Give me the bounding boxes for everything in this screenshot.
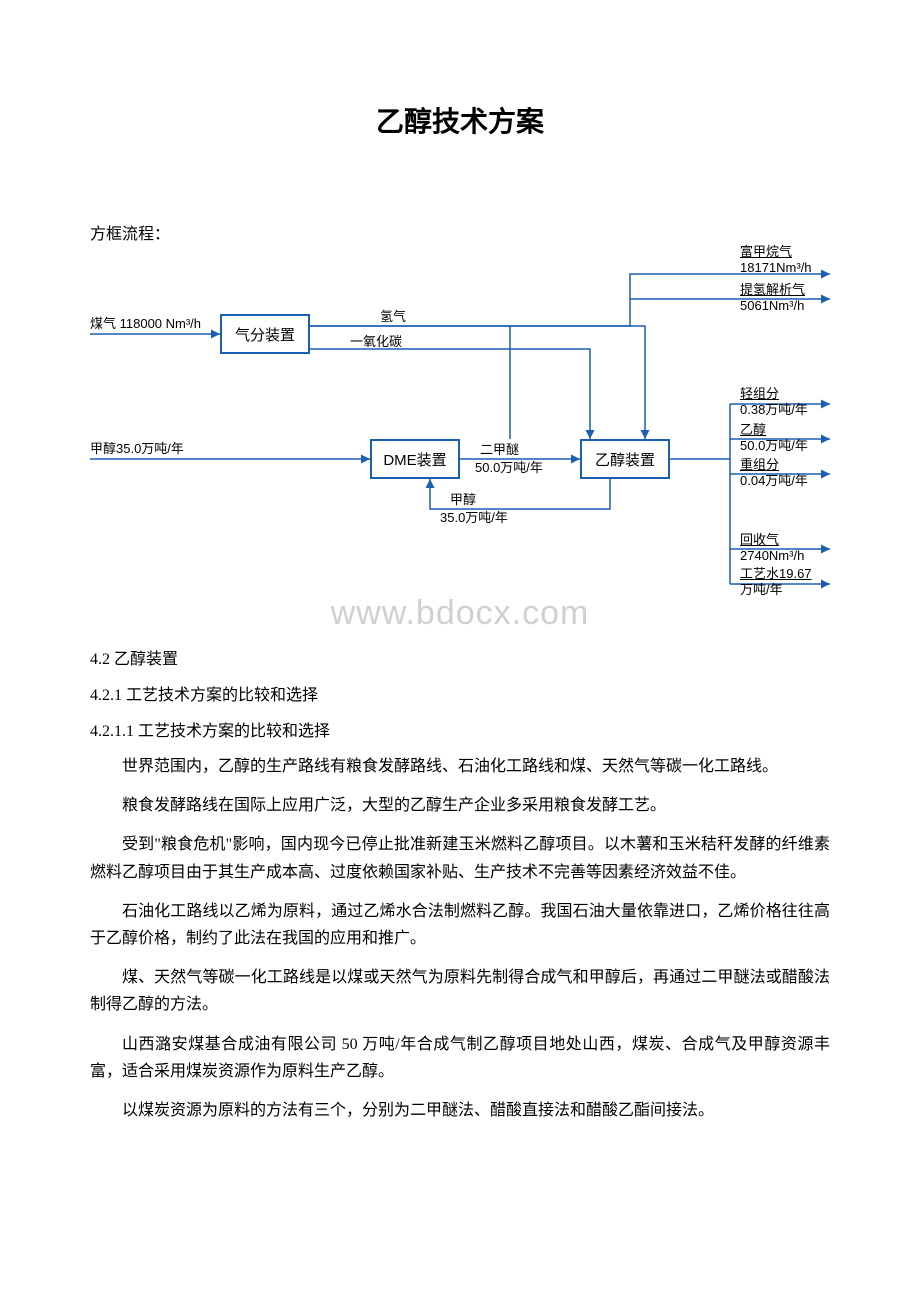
label-eth-1: 乙醇 (740, 422, 766, 438)
node-ethanol: 乙醇装置 (580, 439, 670, 479)
node-dme: DME装置 (370, 439, 460, 479)
heading-4-2: 4.2 乙醇装置 (90, 645, 830, 669)
label-rich-ch4-1: 富甲烷气 (740, 244, 792, 260)
flow-label: 方框流程： (90, 220, 830, 244)
label-dme-out: 二甲醚 (480, 442, 519, 458)
heading-4-2-1-1: 4.2.1.1 工艺技术方案的比较和选择 (90, 717, 830, 741)
label-meoh-rec: 甲醇 (450, 492, 476, 508)
paragraph: 石油化工路线以乙烯为原料，通过乙烯水合法制燃料乙醇。我国石油大量依靠进口，乙烯价… (90, 898, 830, 952)
label-heavy-1: 重组分 (740, 457, 779, 473)
label-recgas-2: 2740Nm³/h (740, 548, 804, 564)
label-methanol-in: 甲醇35.0万吨/年 (90, 441, 184, 457)
label-water-2: 万吨/年 (740, 582, 783, 598)
heading-4-2-1: 4.2.1 工艺技术方案的比较和选择 (90, 681, 830, 705)
label-h2desorb-1: 提氢解析气 (740, 282, 805, 298)
label-light-2: 0.38万吨/年 (740, 402, 808, 418)
label-recgas-1: 回收气 (740, 532, 779, 548)
label-rich-ch4-2: 18171Nm³/h (740, 260, 812, 276)
label-meoh-rec-rate: 35.0万吨/年 (440, 510, 508, 526)
page-title: 乙醇技术方案 (90, 100, 830, 140)
paragraph: 受到"粮食危机"影响，国内现今已停止批准新建玉米燃料乙醇项目。以木薯和玉米秸秆发… (90, 831, 830, 885)
label-water-1: 工艺水19.67 (740, 566, 812, 582)
label-heavy-2: 0.04万吨/年 (740, 473, 808, 489)
node-gas-sep: 气分装置 (220, 314, 310, 354)
label-eth-2: 50.0万吨/年 (740, 438, 808, 454)
paragraph: 山西潞安煤基合成油有限公司 50 万吨/年合成气制乙醇项目地处山西，煤炭、合成气… (90, 1031, 830, 1085)
label-light-1: 轻组分 (740, 386, 779, 402)
label-dme-out-rate: 50.0万吨/年 (475, 460, 543, 476)
label-co: 一氧化碳 (350, 334, 402, 350)
paragraph: 煤、天然气等碳一化工路线是以煤或天然气为原料先制得合成气和甲醇后，再通过二甲醚法… (90, 964, 830, 1018)
label-h2desorb-2: 5061Nm³/h (740, 298, 804, 314)
paragraph: 粮食发酵路线在国际上应用广泛，大型的乙醇生产企业多采用粮食发酵工艺。 (90, 792, 830, 819)
label-h2: 氢气 (380, 309, 406, 325)
flow-lines (90, 264, 830, 604)
label-coal-gas: 煤气 118000 Nm³/h (90, 316, 201, 332)
paragraph: 世界范围内，乙醇的生产路线有粮食发酵路线、石油化工路线和煤、天然气等碳一化工路线… (90, 753, 830, 780)
paragraph: 以煤炭资源为原料的方法有三个，分别为二甲醚法、醋酸直接法和醋酸乙酯间接法。 (90, 1097, 830, 1124)
process-flowchart: 气分装置 DME装置 乙醇装置 煤气 118000 Nm³/h 甲醇35.0万吨… (90, 264, 830, 604)
